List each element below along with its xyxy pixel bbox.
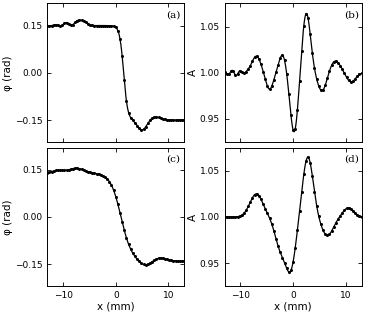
Y-axis label: A: A xyxy=(188,69,198,76)
Text: (d): (d) xyxy=(344,155,359,163)
Text: (c): (c) xyxy=(166,155,180,163)
Text: (a): (a) xyxy=(166,10,181,20)
Y-axis label: φ (rad): φ (rad) xyxy=(4,199,14,235)
X-axis label: x (mm): x (mm) xyxy=(274,301,312,312)
Y-axis label: φ (rad): φ (rad) xyxy=(4,55,14,90)
X-axis label: x (mm): x (mm) xyxy=(97,301,135,312)
Text: (b): (b) xyxy=(344,10,359,20)
Y-axis label: A: A xyxy=(188,213,198,220)
